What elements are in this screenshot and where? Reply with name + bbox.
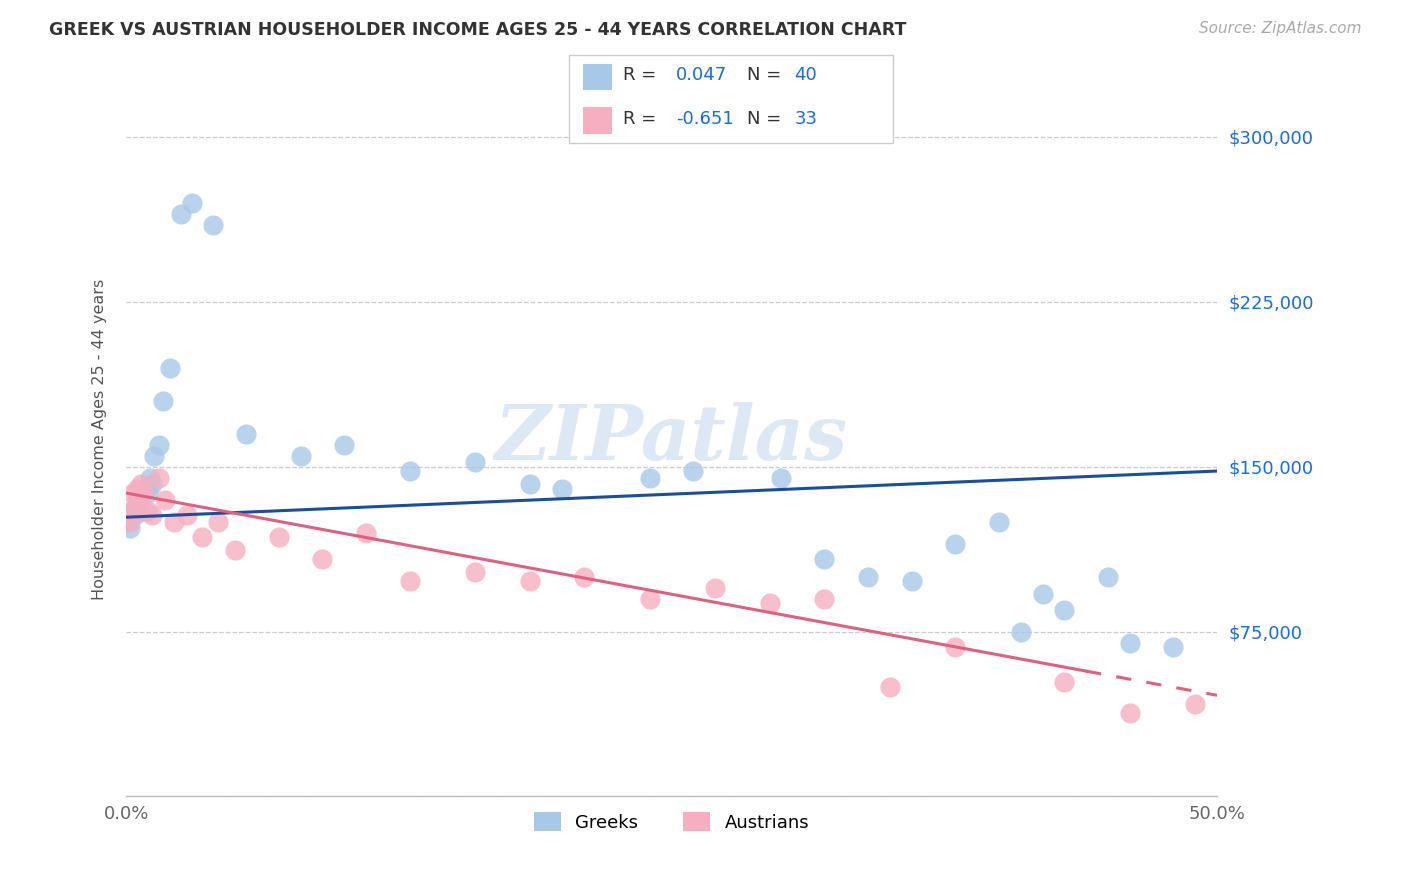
Point — [224, 543, 246, 558]
Point — [1184, 697, 1206, 711]
Point — [519, 574, 541, 588]
Point — [769, 470, 792, 484]
Point — [943, 536, 966, 550]
Point — [267, 530, 290, 544]
Point — [574, 569, 596, 583]
Point — [136, 486, 159, 500]
Point — [125, 492, 148, 507]
Point — [1053, 675, 1076, 690]
Point — [1119, 635, 1142, 649]
Point — [202, 218, 225, 232]
Legend: Greeks, Austrians: Greeks, Austrians — [526, 805, 817, 838]
Point — [1053, 602, 1076, 616]
Point — [132, 503, 155, 517]
Point — [135, 482, 157, 496]
Point — [1097, 569, 1119, 583]
Point — [132, 486, 155, 500]
Point — [180, 195, 202, 210]
Point — [333, 438, 356, 452]
Point — [1163, 640, 1185, 654]
Text: 40: 40 — [794, 66, 817, 85]
Point — [464, 455, 486, 469]
Text: GREEK VS AUSTRIAN HOUSEHOLDER INCOME AGES 25 - 44 YEARS CORRELATION CHART: GREEK VS AUSTRIAN HOUSEHOLDER INCOME AGE… — [49, 21, 907, 39]
Point — [152, 393, 174, 408]
Point — [398, 464, 420, 478]
Point — [1119, 706, 1142, 720]
Point — [148, 438, 170, 452]
Point — [519, 477, 541, 491]
Text: N =: N = — [747, 110, 786, 128]
Point — [131, 486, 153, 500]
Text: N =: N = — [747, 66, 786, 85]
Point — [141, 508, 163, 522]
Point — [159, 360, 181, 375]
Point — [1031, 587, 1053, 601]
Point — [704, 581, 727, 595]
Point — [139, 470, 162, 484]
Point — [148, 470, 170, 484]
Point — [117, 515, 139, 529]
Point — [125, 482, 148, 496]
Point — [879, 680, 901, 694]
Point — [398, 574, 420, 588]
Point — [943, 640, 966, 654]
Point — [117, 508, 139, 522]
Point — [856, 569, 879, 583]
Point — [813, 591, 835, 606]
Point — [638, 591, 661, 606]
Point — [1010, 624, 1032, 639]
Point — [813, 552, 835, 566]
Y-axis label: Householder Income Ages 25 - 44 years: Householder Income Ages 25 - 44 years — [93, 278, 107, 599]
Point — [354, 525, 377, 540]
Text: 33: 33 — [794, 110, 817, 128]
Point — [682, 464, 704, 478]
Point — [638, 470, 661, 484]
Point — [290, 449, 312, 463]
Point — [169, 207, 191, 221]
Text: -0.651: -0.651 — [676, 110, 734, 128]
Point — [207, 515, 229, 529]
Point — [120, 515, 142, 529]
Point — [128, 500, 150, 514]
Point — [124, 508, 146, 522]
Point — [900, 574, 922, 588]
Point — [124, 500, 146, 514]
Point — [758, 596, 780, 610]
Text: R =: R = — [623, 110, 662, 128]
Point — [464, 565, 486, 579]
Text: R =: R = — [623, 66, 662, 85]
Point — [120, 521, 142, 535]
Point — [191, 530, 214, 544]
Point — [121, 486, 143, 500]
Point — [155, 492, 177, 507]
Point — [141, 477, 163, 491]
Text: 0.047: 0.047 — [676, 66, 727, 85]
Text: ZIPatlas: ZIPatlas — [495, 402, 848, 476]
Point — [128, 491, 150, 505]
Point — [176, 508, 198, 522]
Point — [987, 515, 1010, 529]
Point — [121, 503, 143, 517]
Point — [163, 515, 186, 529]
Text: Source: ZipAtlas.com: Source: ZipAtlas.com — [1198, 21, 1361, 37]
Point — [143, 449, 166, 463]
Point — [131, 477, 153, 491]
Point — [551, 482, 574, 496]
Point — [311, 552, 333, 566]
Point — [136, 503, 159, 517]
Point — [235, 426, 257, 441]
